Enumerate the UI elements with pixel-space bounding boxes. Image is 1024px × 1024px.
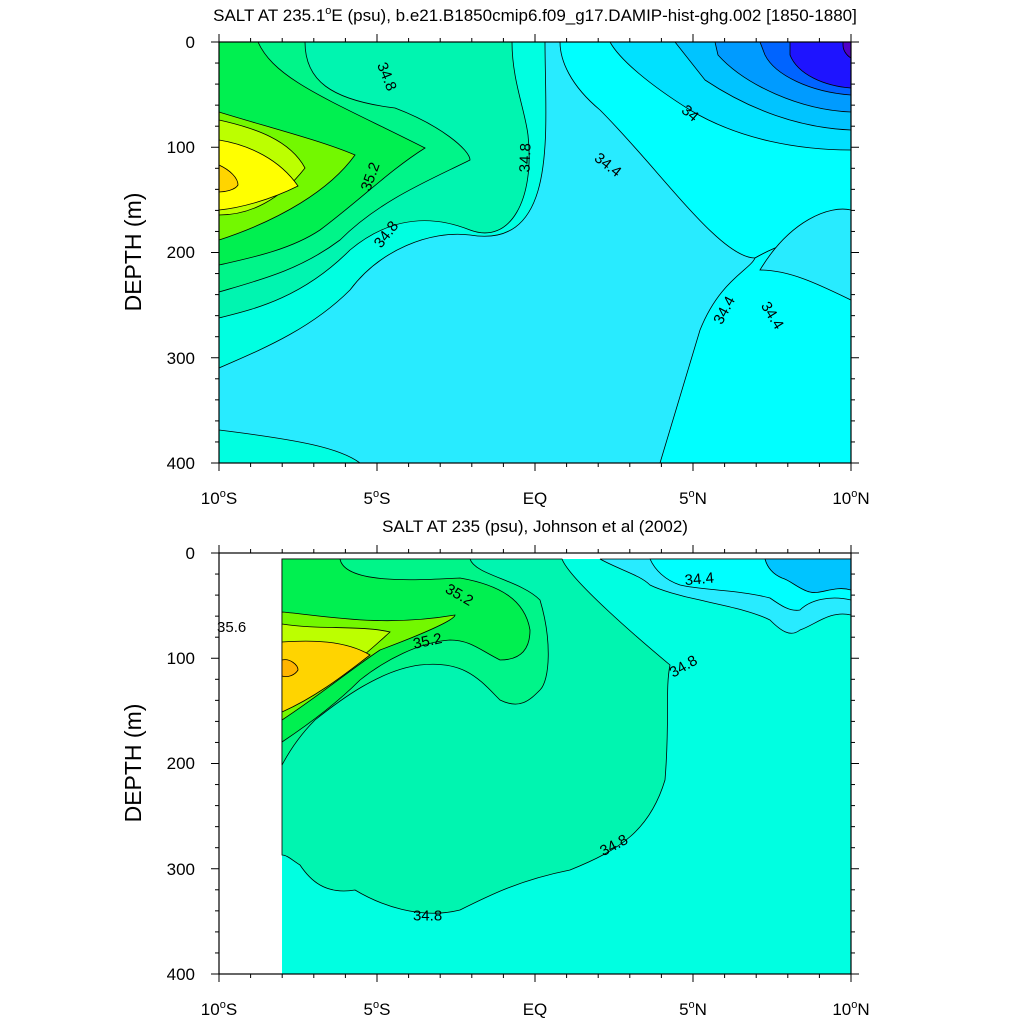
x-tick-label: 10oS	[201, 999, 237, 1019]
y-tick-labels-model: 0 100 200 300 400	[167, 33, 195, 473]
contour-panel-model: SALT AT 235.1oE (psu), b.e21.B1850cmip6.…	[120, 5, 870, 508]
contour-label: 35.6	[217, 619, 246, 636]
tick-marks-model	[211, 34, 859, 471]
y-tick-label: 400	[167, 454, 195, 473]
x-tick-label: 10oN	[832, 999, 869, 1019]
contour-fill	[219, 164, 239, 193]
y-axis-label-observed: DEPTH (m)	[120, 704, 146, 823]
y-tick-label: 300	[167, 349, 195, 368]
tick-marks-observed	[211, 545, 859, 982]
x-tick-label: EQ	[523, 1000, 548, 1019]
panel-title-observed: SALT AT 235 (psu), Johnson et al (2002)	[382, 517, 688, 536]
contour-label: 34.8	[413, 908, 442, 925]
contour-fill	[219, 139, 299, 211]
contour-label: 34.4	[684, 570, 715, 589]
x-tick-label: EQ	[523, 489, 548, 508]
contour-fill	[281, 640, 371, 713]
contour-label: 34.8	[517, 143, 535, 173]
x-tick-labels-model: 10oS 5oS EQ 5oN 10oN	[201, 488, 870, 508]
contour-fills-observed	[281, 558, 851, 974]
y-axis-label-model: DEPTH (m)	[120, 193, 146, 312]
panel-title-model: SALT AT 235.1oE (psu), b.e21.B1850cmip6.…	[213, 5, 857, 25]
y-tick-label: 100	[167, 138, 195, 157]
x-tick-labels-observed: 10oS 5oS EQ 5oN 10oN	[201, 999, 870, 1019]
contour-fills-model	[219, 42, 851, 463]
contour-fill	[281, 558, 531, 743]
y-tick-label: 200	[167, 243, 195, 262]
contour-panel-observed: SALT AT 235 (psu), Johnson et al (2002)	[120, 517, 870, 1019]
x-tick-label: 5oN	[679, 488, 707, 508]
contour-fill	[219, 429, 361, 463]
y-tick-labels-observed: 0 100 200 300 400	[167, 544, 195, 984]
y-tick-label: 100	[167, 649, 195, 668]
contour-fill	[281, 659, 299, 678]
y-tick-label: 300	[167, 860, 195, 879]
contour-label: 35.2	[412, 630, 444, 653]
y-tick-label: 400	[167, 965, 195, 984]
x-tick-label: 5oN	[679, 999, 707, 1019]
x-tick-label: 5oS	[364, 488, 391, 508]
x-tick-label: 10oS	[201, 488, 237, 508]
y-tick-label: 0	[186, 544, 195, 563]
x-tick-label: 10oN	[832, 488, 869, 508]
contour-fill	[764, 558, 851, 593]
y-tick-label: 0	[186, 33, 195, 52]
x-tick-label: 5oS	[364, 999, 391, 1019]
y-tick-label: 200	[167, 754, 195, 773]
